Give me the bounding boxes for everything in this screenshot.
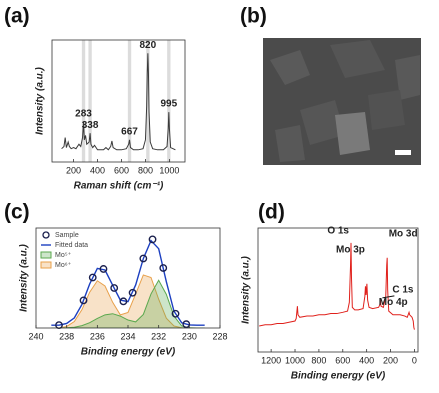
component-area	[51, 274, 205, 328]
axes-frame	[51, 39, 186, 163]
sem-grain	[270, 50, 310, 85]
peak-annotation: Mo 3p	[336, 244, 365, 255]
y-axis-title: Intensity (a.u.)	[35, 66, 46, 134]
data-point	[182, 320, 191, 329]
panel-label: (b)	[240, 5, 267, 28]
data-point	[79, 296, 88, 305]
peak-annotation: Mo 4p	[379, 297, 408, 308]
sem-grain	[368, 90, 405, 130]
data-point	[99, 265, 108, 273]
x-tick-label: 800	[311, 355, 326, 365]
plot: 1200 1000 800 600 400 200 0 Binding energy (eV)…	[241, 227, 419, 382]
x-tick-label: 1000	[159, 165, 179, 175]
legend-label: Fitted data	[55, 242, 88, 249]
x-tick-label: 600	[114, 165, 129, 175]
x-tick-label: 1000	[285, 355, 305, 365]
scale-bar	[395, 150, 411, 155]
spectrum-line	[61, 53, 176, 151]
sem-image	[263, 38, 421, 165]
plot: 200 400 600 800 1000 Raman shift (cm⁻¹) Intens…	[35, 39, 186, 192]
x-axis-title: Raman shift (cm⁻¹)	[74, 181, 164, 192]
axes-frame	[257, 227, 419, 353]
peak-label: 995	[160, 99, 177, 110]
x-tick-label: 400	[359, 355, 374, 365]
x-tick-label: 400	[90, 165, 105, 175]
spectrum-line	[259, 242, 415, 330]
plot-area	[51, 239, 205, 328]
legend-label: Sample	[55, 232, 79, 239]
peak-label: 283	[75, 109, 92, 120]
legend-marker	[42, 231, 50, 239]
x-tick-label: 232	[151, 331, 166, 341]
data-point	[148, 235, 157, 244]
sem-grain	[395, 55, 420, 100]
x-tick-label: 228	[212, 331, 227, 341]
peak-annotation: O 1s	[327, 226, 349, 237]
peak-label: 338	[82, 120, 99, 131]
legend-label: Mo⁵⁺	[55, 252, 72, 259]
plot: 240 238 236 234 232 230 228 Binding energy (eV)…	[19, 227, 228, 358]
data-point	[171, 309, 180, 318]
x-tick-label: 0	[412, 355, 417, 365]
data-point	[159, 264, 168, 272]
peak-band	[88, 40, 92, 162]
sem-grain	[300, 100, 345, 145]
x-tick-label: 800	[138, 165, 153, 175]
x-tick-label: 230	[182, 331, 197, 341]
x-axis-title: Binding energy (eV)	[81, 347, 176, 358]
legend-swatch	[40, 251, 52, 259]
peak-annotation: C 1s	[392, 285, 414, 296]
annotation-arrow	[382, 295, 395, 299]
data-point	[110, 284, 119, 292]
x-tick-label: 234	[120, 331, 135, 341]
data-point	[88, 273, 97, 282]
peak-label: 667	[121, 126, 138, 137]
x-axis-title: Binding energy (eV)	[291, 371, 386, 382]
x-tick-label: 236	[90, 331, 105, 341]
sem-grain	[330, 40, 385, 78]
plot-area	[259, 242, 415, 330]
x-tick-label: 238	[59, 331, 74, 341]
plot-area	[61, 40, 176, 162]
peak-band	[146, 40, 150, 162]
legend-label: Mo⁶⁺	[55, 262, 72, 269]
peak-band	[167, 40, 171, 162]
x-tick-label: 240	[28, 331, 43, 341]
peak-annotation: Mo 3d	[389, 228, 418, 239]
x-tick-label: 600	[335, 355, 350, 365]
peak-band	[81, 40, 86, 162]
panel-label: (c)	[4, 201, 30, 224]
x-tick-label: 1200	[261, 355, 281, 365]
data-point	[139, 254, 148, 263]
sem-grain	[335, 112, 370, 155]
peak-band	[127, 40, 132, 162]
spectrum-line	[51, 239, 205, 326]
panel-label: (a)	[4, 5, 30, 28]
data-point	[128, 288, 137, 297]
y-axis-title: Intensity (a.u.)	[241, 255, 252, 323]
data-point	[119, 297, 128, 306]
panel-label: (d)	[258, 201, 285, 224]
peak-label: 820	[140, 40, 157, 51]
sem-grain	[275, 125, 305, 162]
y-axis-title: Intensity (a.u.)	[19, 243, 30, 311]
legend-swatch	[40, 261, 52, 269]
x-tick-label: 200	[66, 165, 81, 175]
x-tick-label: 200	[383, 355, 398, 365]
